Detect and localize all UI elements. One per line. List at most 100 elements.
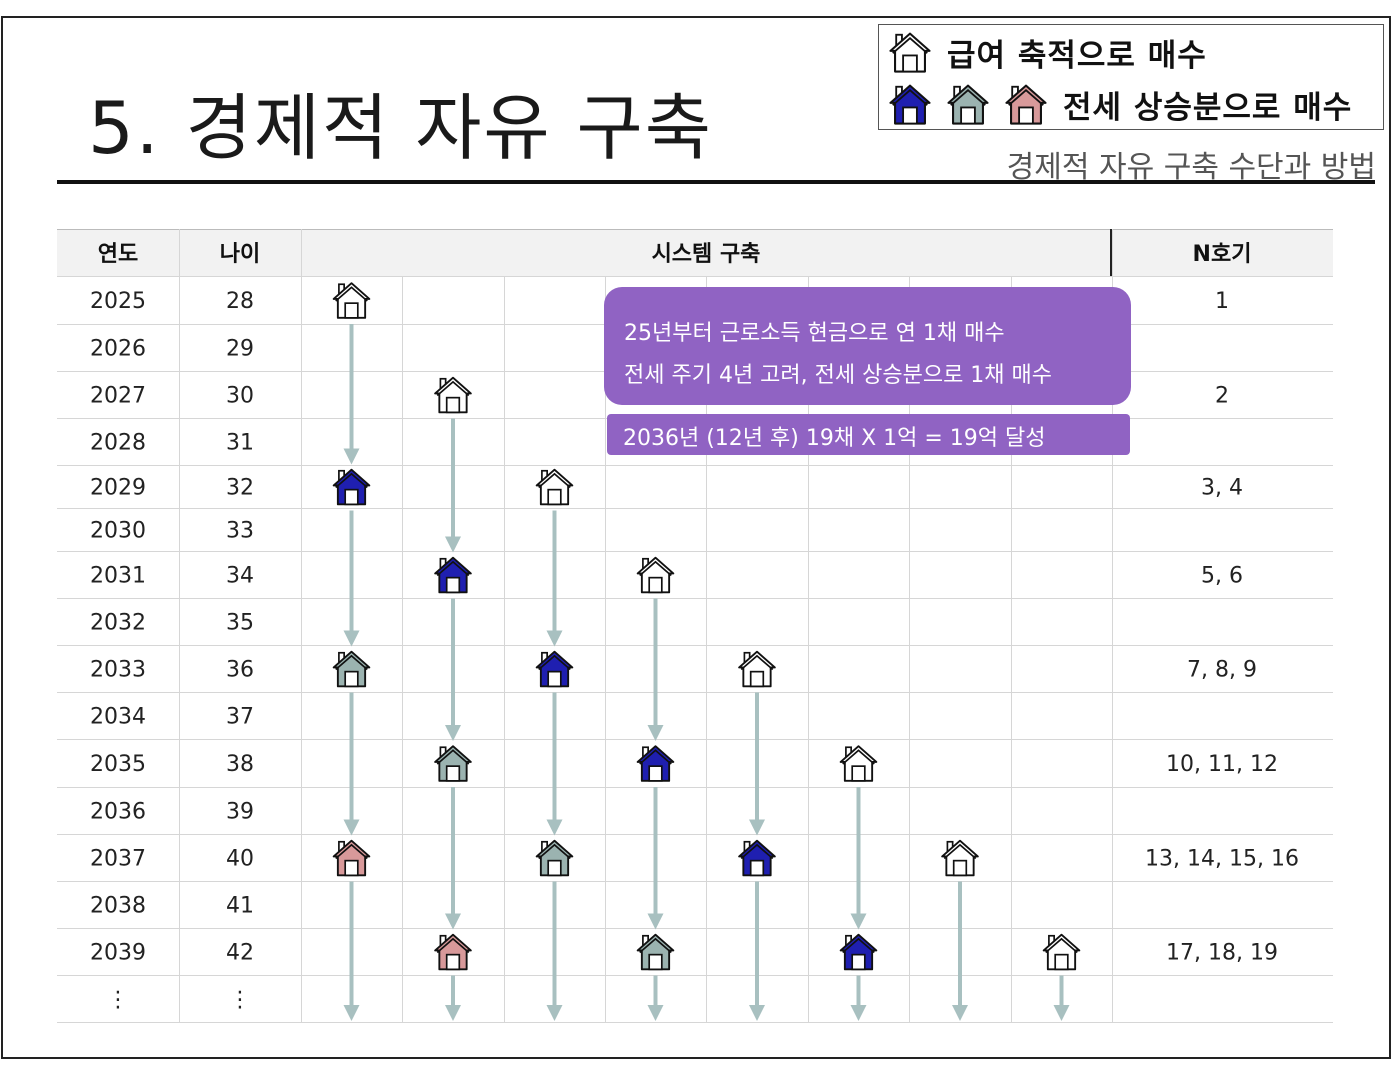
legend-row-salary: 급여 축적으로 매수 — [887, 29, 1207, 75]
house-blue-icon — [434, 556, 472, 594]
cell-year: 2027 — [90, 384, 146, 409]
cell-year: 2031 — [90, 564, 146, 589]
arrow-head — [1053, 1005, 1070, 1021]
arrow-head — [749, 819, 765, 836]
cell-age: 39 — [226, 800, 254, 825]
system-table-grid: 연도 나이 시스템 구축 N호기 2025 28 1 2026 29 2027 30 2 2028 31 2… — [57, 229, 1333, 1023]
cell-year: 2028 — [90, 431, 146, 456]
house-gray-icon — [332, 650, 371, 688]
house-outline-icon — [839, 745, 878, 782]
cell-year: 2026 — [90, 337, 146, 362]
house-outline-icon — [434, 376, 472, 414]
cell-year: 2032 — [90, 611, 146, 636]
callout-summary: 2036년 (12년 후) 19채 X 1억 = 19억 달성 — [607, 414, 1130, 455]
cell-year: 2025 — [90, 289, 146, 314]
cell-age: 36 — [226, 658, 254, 683]
cell-age: 28 — [226, 289, 254, 314]
cell-age: 31 — [226, 431, 254, 456]
legend-label-jeonse: 전세 상승분으로 매수 — [1063, 89, 1353, 126]
header-year: 연도 — [98, 242, 138, 267]
system-table: 연도 나이 시스템 구축 N호기 2025 28 1 2026 29 2027 30 2 2028 31 2… — [57, 229, 1333, 1024]
cell-n-house: 7, 8, 9 — [1187, 658, 1257, 683]
arrow-head — [546, 630, 563, 647]
legend-box: 급여 축적으로 매수 전세 상승분으로 매수 — [878, 24, 1384, 130]
cell-n-house: 5, 6 — [1201, 564, 1243, 589]
callout-line-1: 25년부터 근로소득 현금으로 연 1채 매수 — [624, 321, 1005, 346]
arrow-head — [445, 725, 461, 741]
arrow-head — [343, 630, 360, 647]
cell-age: 35 — [226, 611, 254, 636]
house-blue-icon — [839, 933, 878, 971]
cell-year: 2033 — [90, 658, 146, 683]
cell-n-house: 10, 11, 12 — [1166, 752, 1278, 777]
header-age: 나이 — [220, 242, 260, 267]
callout-strategy: 25년부터 근로소득 현금으로 연 1채 매수 전세 주기 4년 고려, 전세 … — [604, 287, 1131, 405]
house-blue-icon — [738, 839, 776, 877]
arrow-head — [749, 1005, 765, 1021]
cell-age: 37 — [226, 705, 254, 730]
house-blue-icon — [889, 84, 931, 125]
cell-year: 2038 — [90, 894, 146, 919]
cell-n-house: 3, 4 — [1201, 476, 1243, 501]
arrow-head — [546, 819, 563, 836]
cell-age: 32 — [226, 476, 254, 501]
house-outline-icon — [332, 282, 371, 319]
arrow-head — [850, 913, 867, 930]
house-gray-icon — [434, 745, 472, 782]
legend-icons-salary — [887, 29, 933, 75]
arrow-head — [343, 1005, 360, 1021]
house-pink-icon — [332, 839, 371, 877]
cell-age: ⋮ — [229, 988, 251, 1013]
cell-year: 2029 — [90, 476, 146, 501]
page-title: 5. 경제적 자유 구축 — [88, 86, 714, 170]
arrow-head — [445, 1005, 461, 1021]
cell-age: 33 — [226, 519, 254, 544]
cell-year: 2030 — [90, 519, 146, 544]
cell-age: 38 — [226, 752, 254, 777]
arrow-head — [343, 448, 360, 465]
cell-n-house: 17, 18, 19 — [1166, 941, 1278, 966]
cell-age: 41 — [226, 894, 254, 919]
title-underline — [57, 180, 1375, 184]
house-outline-icon — [738, 650, 776, 688]
house-blue-icon — [332, 468, 371, 506]
house-blue-icon — [535, 650, 574, 688]
cell-year: 2039 — [90, 941, 146, 966]
arrow-head — [647, 1005, 664, 1021]
cell-n-house: 13, 14, 15, 16 — [1145, 847, 1299, 872]
house-pink-icon — [1005, 84, 1047, 125]
house-gray-icon — [535, 839, 574, 877]
house-gray-icon — [947, 84, 989, 125]
arrow-head — [445, 913, 461, 930]
house-outline-icon — [941, 839, 979, 877]
arrow-head — [647, 913, 664, 930]
cell-n-house: 1 — [1215, 289, 1229, 314]
legend-label-salary: 급여 축적으로 매수 — [947, 37, 1207, 74]
arrow-head — [546, 1005, 563, 1021]
house-outline-icon — [636, 556, 675, 594]
cell-n-house: 2 — [1215, 384, 1229, 409]
cell-age: 42 — [226, 941, 254, 966]
table-header-bg — [57, 229, 1333, 276]
house-outline-icon — [889, 32, 931, 73]
cell-age: 30 — [226, 384, 254, 409]
house-blue-icon — [636, 745, 675, 782]
house-pink-icon — [434, 933, 472, 971]
cell-age: 34 — [226, 564, 254, 589]
house-outline-icon — [1042, 933, 1081, 971]
cell-age: 40 — [226, 847, 254, 872]
cell-year: ⋮ — [107, 988, 129, 1013]
arrow-head — [647, 725, 664, 741]
legend-row-jeonse: 전세 상승분으로 매수 — [887, 81, 1352, 127]
house-gray-icon — [636, 933, 675, 971]
legend-icons-jeonse — [887, 81, 1049, 127]
cell-year: 2036 — [90, 800, 146, 825]
arrow-head — [850, 1005, 867, 1021]
arrow-head — [445, 536, 461, 553]
house-outline-icon — [535, 468, 574, 506]
arrow-head — [952, 1005, 968, 1021]
cell-year: 2035 — [90, 752, 146, 777]
callout-line-2: 전세 주기 4년 고려, 전세 상승분으로 1채 매수 — [624, 363, 1053, 388]
arrow-head — [343, 819, 360, 836]
cell-year: 2037 — [90, 847, 146, 872]
